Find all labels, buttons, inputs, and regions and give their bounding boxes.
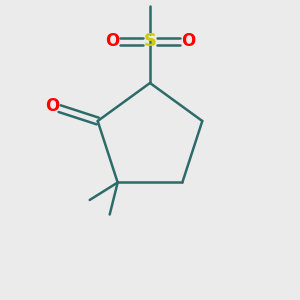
Text: O: O — [105, 32, 119, 50]
Text: O: O — [181, 32, 195, 50]
Text: S: S — [143, 32, 157, 50]
Text: O: O — [45, 97, 59, 115]
